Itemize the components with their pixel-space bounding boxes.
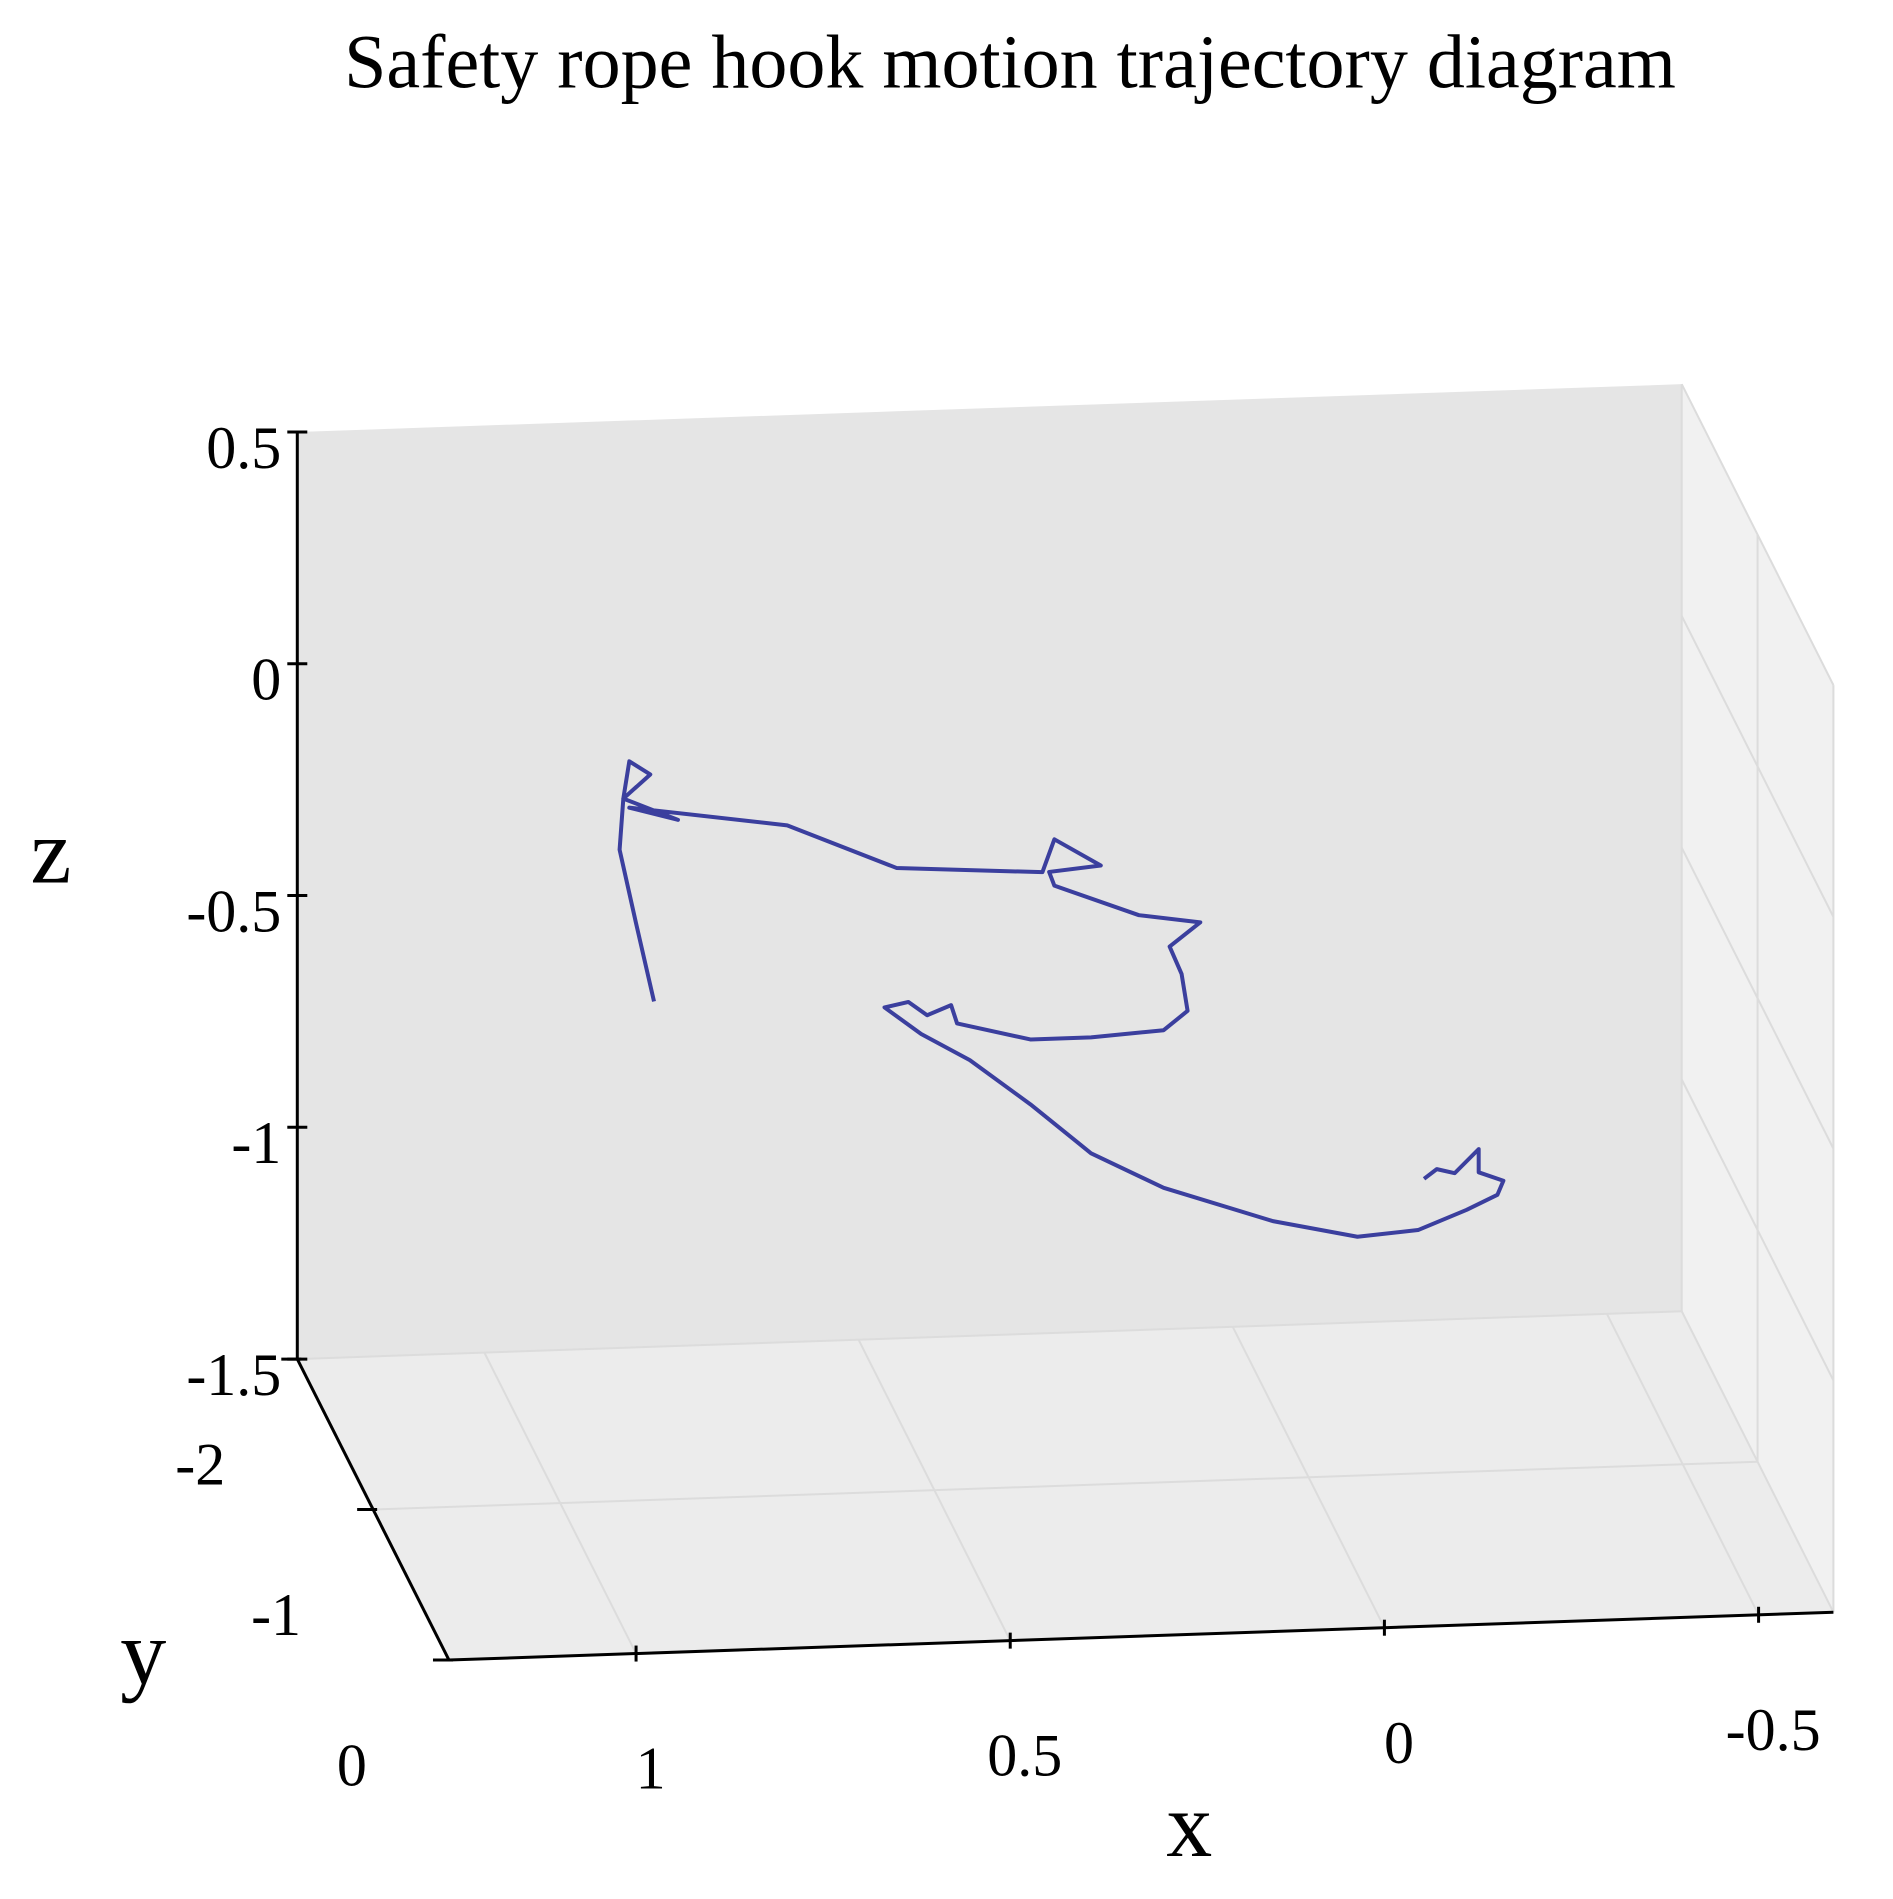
grid-line — [1680, 1079, 1835, 1381]
x-tick-label: 0 — [1384, 1710, 1414, 1776]
y-tick-label: 0 — [337, 1732, 367, 1798]
grid-line — [1680, 615, 1835, 918]
z-tick-label: -1.5 — [186, 1342, 281, 1408]
grid-line — [297, 1310, 1682, 1361]
x-tick-label: -0.5 — [1726, 1697, 1821, 1763]
z-tick-label: 0 — [251, 647, 281, 713]
grid-line — [1680, 847, 1835, 1150]
y-tick-label: -1 — [251, 1582, 301, 1648]
chart-title: Safety rope hook motion trajectory diagr… — [344, 20, 1676, 104]
grid-line — [373, 1460, 1758, 1511]
y-tick-label: -2 — [175, 1431, 225, 1497]
x-axis — [448, 1610, 1834, 1662]
trajectory — [617, 759, 1506, 1239]
grid-line — [1680, 1310, 1835, 1613]
z-tick-label: 0.5 — [206, 415, 281, 481]
z-axis-label: z — [31, 801, 72, 903]
x-axis-label: x — [1166, 1774, 1212, 1876]
x-tick-label: 1 — [636, 1736, 666, 1802]
x-tick-label: 0.5 — [987, 1723, 1062, 1789]
z-tick-label: -1 — [231, 1110, 281, 1176]
z-tick-label: -0.5 — [186, 878, 281, 944]
grid-line — [1680, 383, 1835, 686]
y-axis-label: y — [120, 1602, 166, 1704]
